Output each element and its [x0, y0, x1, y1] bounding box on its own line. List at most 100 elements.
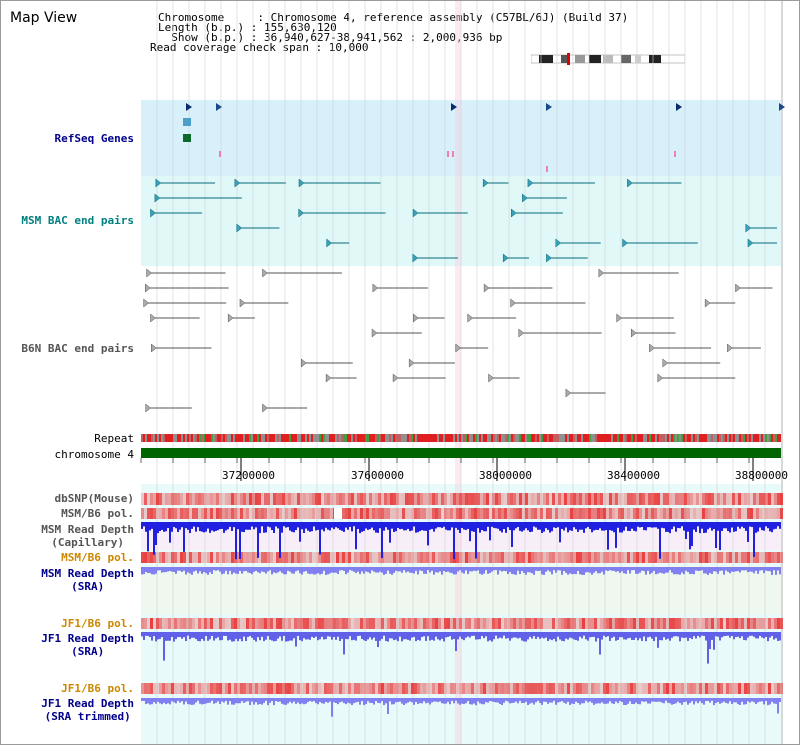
depth-bar — [591, 698, 593, 703]
heat-cell — [222, 552, 225, 563]
heat-cell — [690, 508, 693, 519]
heat-cell — [558, 493, 561, 505]
heat-cell — [174, 493, 177, 505]
depth-bar — [767, 698, 769, 706]
depth-bar — [699, 522, 701, 534]
depth-bar — [705, 698, 707, 702]
track-label-refseq-genes[interactable]: RefSeq Genes — [54, 132, 134, 145]
track-label-msm-b6-pol-sra[interactable]: MSM/B6 pol. — [61, 551, 134, 564]
heat-cell — [711, 683, 714, 694]
depth-bar — [265, 522, 267, 533]
depth-bar — [245, 632, 247, 642]
repeat-segment — [193, 434, 195, 442]
heat-cell — [390, 683, 393, 694]
heat-cell — [210, 508, 213, 519]
repeat-segment — [187, 434, 189, 442]
track-label-jf1-b6-pol-trim[interactable]: JF1/B6 pol. — [61, 682, 134, 695]
depth-bar — [285, 632, 287, 642]
heat-cell — [423, 618, 426, 629]
depth-bar — [605, 522, 607, 531]
heat-cell — [210, 493, 213, 505]
depth-bar — [263, 698, 265, 703]
msm-bac-end — [502, 253, 509, 263]
repeat-segment — [363, 434, 365, 442]
repeat-segment — [483, 434, 485, 442]
heat-cell — [381, 493, 384, 505]
track-label-b6n-bac[interactable]: B6N BAC end pairs — [21, 342, 134, 355]
depth-bar — [635, 632, 637, 638]
depth-bar — [757, 567, 759, 574]
heat-cell — [390, 508, 393, 519]
heat-cell — [738, 683, 741, 694]
repeat-segment — [729, 434, 731, 442]
depth-bar — [603, 698, 605, 704]
depth-bar — [525, 698, 527, 702]
depth-bar — [495, 567, 497, 571]
depth-bar — [693, 698, 695, 705]
depth-bar — [775, 698, 777, 704]
heat-cell — [429, 508, 432, 519]
chromosome-bar — [141, 448, 781, 458]
depth-bar — [701, 698, 703, 704]
repeat-segment — [349, 434, 351, 442]
repeat-segment — [643, 434, 645, 442]
track-label-msm-b6-pol-cap[interactable]: MSM/B6 pol. — [61, 507, 134, 520]
chromosome-ideogram[interactable] — [531, 53, 685, 65]
heat-cell — [510, 618, 513, 629]
repeat-segment — [751, 434, 753, 442]
track-label-jf1-depth-trim[interactable]: JF1 Read Depth (SRA trimmed) — [41, 697, 134, 723]
depth-bar — [315, 632, 317, 637]
heat-cell — [171, 508, 174, 519]
depth-bar — [303, 698, 305, 705]
depth-bar — [329, 567, 331, 574]
depth-bar — [201, 698, 203, 705]
track-label-msm-depth-sra[interactable]: MSM Read Depth (SRA) — [41, 567, 134, 593]
track-label-jf1-depth[interactable]: JF1 Read Depth (SRA) — [41, 632, 134, 658]
depth-bar — [581, 632, 583, 639]
depth-bar — [437, 698, 439, 703]
b6n-bac-end — [239, 298, 246, 308]
depth-bar — [451, 567, 453, 574]
depth-bar — [531, 698, 533, 703]
heat-cell — [546, 683, 549, 694]
heat-cell — [774, 493, 777, 505]
repeat-segment — [269, 434, 271, 442]
depth-bar — [587, 522, 589, 527]
depth-bar — [443, 698, 445, 704]
track-label-dbsnp[interactable]: dbSNP(Mouse) — [54, 492, 134, 505]
msm-bac-end — [412, 253, 419, 263]
depth-bar — [485, 698, 487, 703]
depth-bar — [765, 567, 767, 571]
depth-bar — [143, 632, 145, 640]
repeat-segment — [521, 434, 523, 442]
b6n-bac-end — [488, 373, 494, 383]
track-label-repeat[interactable]: Repeat — [94, 432, 134, 445]
depth-bar — [163, 522, 165, 532]
heat-cell — [693, 508, 696, 519]
depth-bar — [521, 632, 523, 641]
depth-bar — [463, 567, 465, 574]
depth-bar — [257, 567, 259, 573]
heat-cell — [459, 493, 462, 505]
depth-bar — [577, 698, 579, 703]
heat-cell — [660, 552, 663, 563]
heat-cell — [609, 552, 612, 563]
depth-bar — [149, 522, 151, 531]
depth-bar — [587, 698, 589, 703]
depth-bar — [459, 632, 461, 637]
heat-cell — [357, 508, 360, 519]
depth-bar — [779, 567, 781, 575]
track-label-msm-bac[interactable]: MSM BAC end pairs — [21, 214, 134, 227]
depth-bar — [625, 567, 627, 574]
track-label-jf1-b6-pol[interactable]: JF1/B6 pol. — [61, 617, 134, 630]
track-label-msm-depth-cap[interactable]: MSM Read Depth (Capillary) — [41, 523, 134, 549]
heat-cell — [741, 508, 744, 519]
depth-bar — [667, 632, 669, 639]
depth-bar — [485, 567, 487, 571]
heat-cell — [330, 683, 333, 694]
track-label-chromosome[interactable]: chromosome 4 — [54, 448, 134, 461]
repeat-segment — [767, 434, 769, 442]
repeat-segment — [749, 434, 751, 442]
